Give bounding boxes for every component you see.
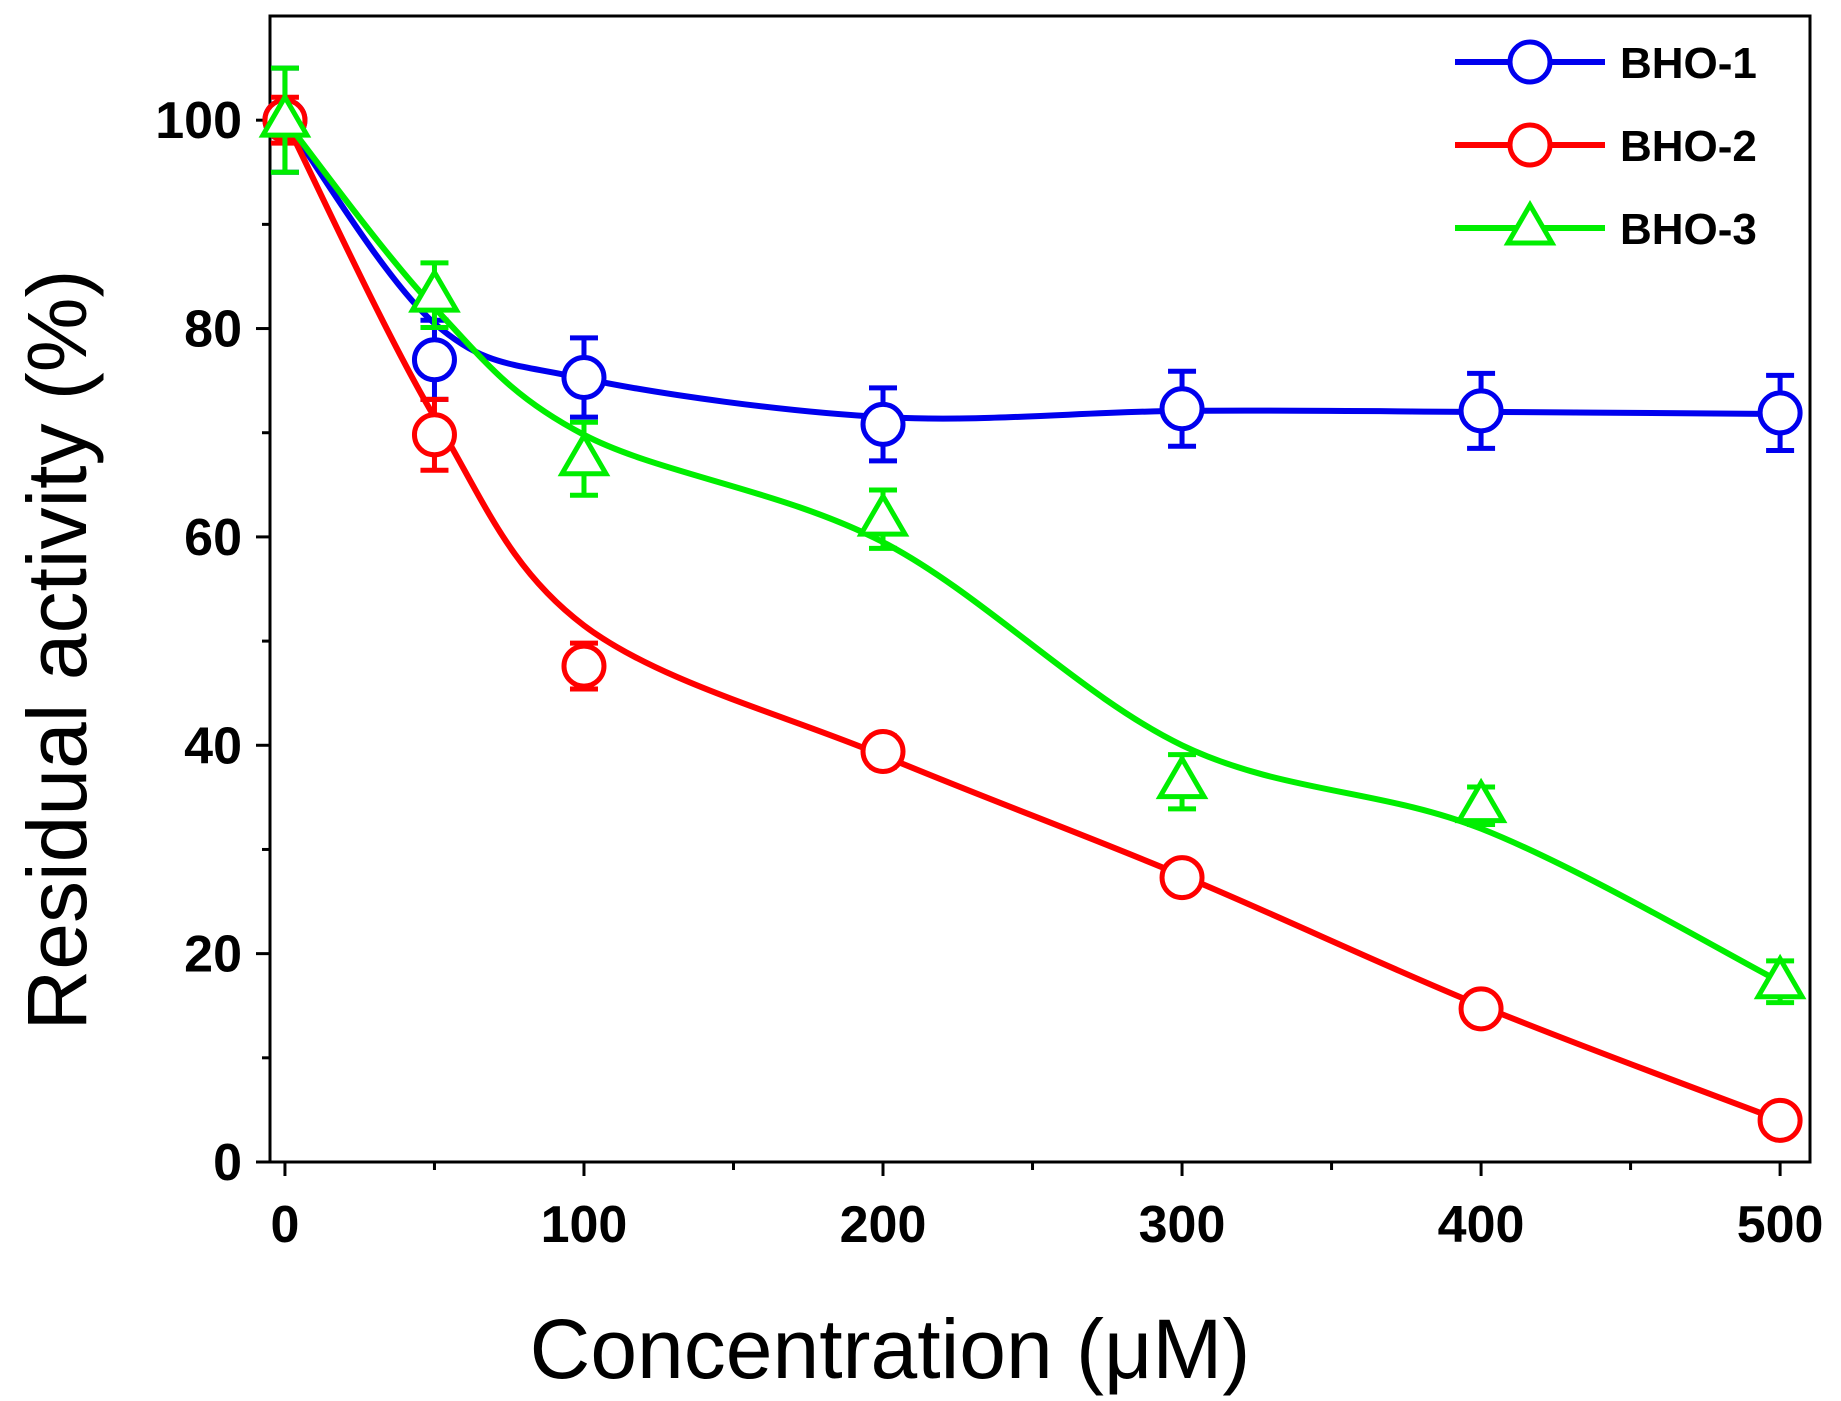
legend-marker	[1507, 122, 1553, 168]
data-point	[258, 92, 312, 138]
series-layer	[258, 65, 1807, 1143]
data-point	[1454, 777, 1508, 824]
data-point	[1155, 753, 1209, 800]
data-point	[408, 267, 461, 313]
x-tick-label: 0	[270, 1196, 299, 1254]
legend-marker	[1503, 200, 1557, 246]
y-tick-label: 20	[184, 926, 242, 984]
legend-label: BHO-1	[1620, 39, 1757, 88]
series-bho-3	[258, 65, 1807, 1006]
y-tick-label: 60	[184, 509, 242, 567]
legend-label: BHO-2	[1620, 122, 1757, 171]
x-tick-label: 100	[541, 1196, 628, 1254]
x-tick-label: 500	[1737, 1196, 1824, 1254]
data-point	[561, 355, 607, 401]
y-tick-label: 80	[184, 301, 242, 359]
x-tick-label: 200	[840, 1196, 927, 1254]
series-line	[282, 118, 1782, 985]
data-point	[557, 430, 611, 477]
plot-border	[268, 14, 1812, 1164]
series-line	[282, 118, 1782, 1124]
legend-marker	[1507, 39, 1553, 85]
x-tick-label: 400	[1438, 1196, 1525, 1254]
x-axis-title: Concentration (μM)	[530, 1302, 1251, 1396]
plot-frame	[268, 14, 1812, 1164]
legend-item: BHO-2	[1455, 122, 1757, 171]
legend-item: BHO-1	[1455, 39, 1757, 88]
data-point	[860, 401, 906, 447]
axis-tick-labels: 0 100 200 300 400 500 0 20 40 60 80 100	[155, 92, 1823, 1254]
legend-label: BHO-3	[1620, 205, 1757, 254]
legend: BHO-1 BHO-2 BHO-3	[1455, 39, 1757, 254]
y-tick-label: 40	[184, 717, 242, 775]
x-tick-label: 300	[1139, 1196, 1226, 1254]
y-axis-title: Residual activity (%)	[10, 270, 104, 1031]
data-point	[860, 729, 906, 775]
data-point	[1159, 386, 1205, 432]
legend-item: BHO-3	[1455, 200, 1757, 254]
data-point	[1458, 388, 1504, 434]
data-point	[411, 412, 457, 458]
data-point	[561, 643, 607, 689]
series-bho-1	[262, 65, 1803, 464]
data-point	[411, 337, 457, 383]
data-point	[1159, 855, 1205, 901]
data-point	[1757, 1097, 1803, 1143]
y-tick-label: 0	[213, 1134, 242, 1192]
series-line	[282, 118, 1781, 422]
axis-ticks	[256, 118, 1782, 1176]
y-tick-label: 100	[155, 92, 242, 150]
data-point	[856, 491, 910, 537]
series-bho-2	[262, 94, 1803, 1143]
data-point	[1753, 953, 1807, 1000]
data-point	[1757, 390, 1803, 436]
data-point	[1458, 986, 1504, 1032]
